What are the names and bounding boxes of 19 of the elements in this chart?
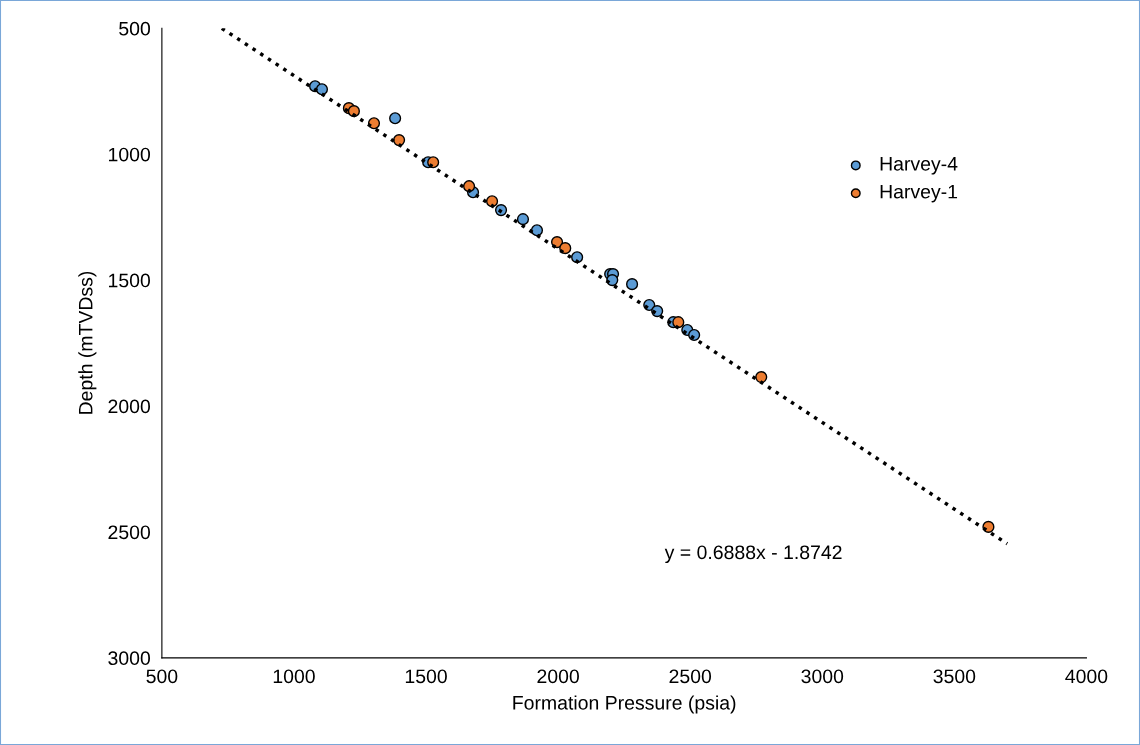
x-tick-label: 1500 <box>405 669 447 684</box>
y-tick-label: 1000 <box>109 147 151 162</box>
y-tick-label: 1500 <box>109 273 151 288</box>
x-tick-label: 500 <box>146 669 178 684</box>
x-axis-title: Formation Pressure (psia) <box>513 695 736 714</box>
legend-label: Harvey-1 <box>880 184 958 203</box>
x-tick-label: 2000 <box>537 669 579 684</box>
legend-label: Harvey-4 <box>880 157 958 175</box>
x-tick-label: 1000 <box>273 669 315 684</box>
y-tick-label: 2500 <box>108 525 151 540</box>
y-tick-label: 2000 <box>108 399 151 414</box>
y-axis-title: Depth (mTVDss) <box>78 271 97 414</box>
annotation: y = 0.6888x - 1.8742 <box>664 545 842 564</box>
x-tick-label: 3000 <box>801 669 844 684</box>
x-tick-label: 3500 <box>933 669 976 684</box>
y-tick-label: 3000 <box>108 651 151 666</box>
y-tick-label: 500 <box>119 21 151 36</box>
x-tick-label: 2500 <box>669 669 712 684</box>
x-tick-label: 4000 <box>1065 669 1108 684</box>
